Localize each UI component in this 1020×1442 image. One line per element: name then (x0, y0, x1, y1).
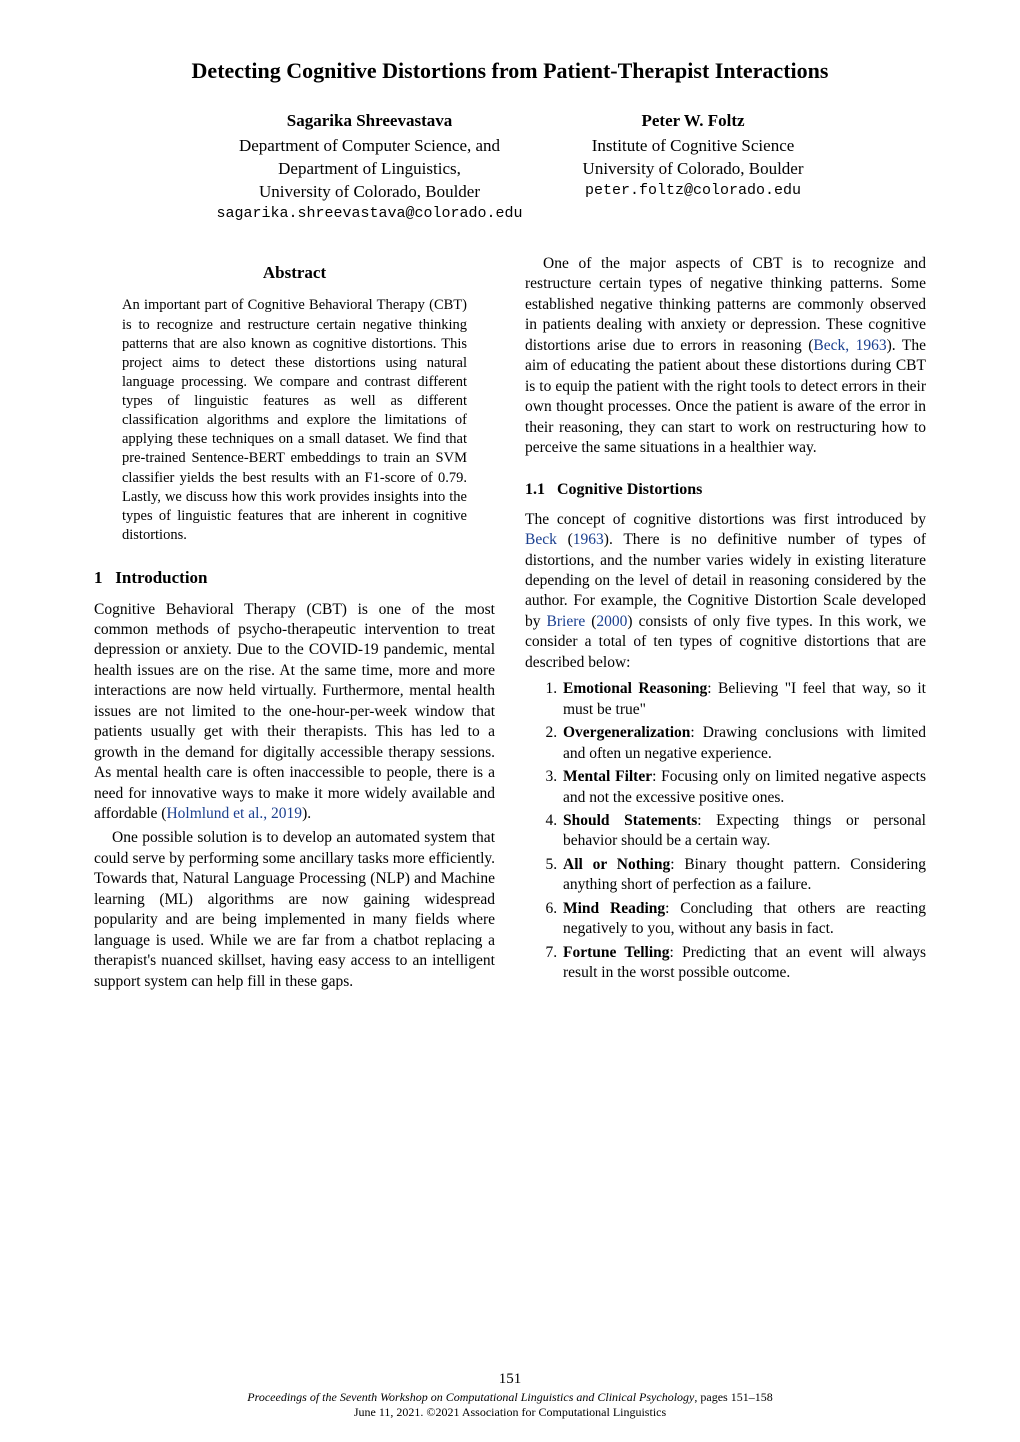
distortion-item: Fortune Telling: Predicting that an even… (561, 943, 926, 984)
section-title: Introduction (115, 568, 207, 587)
distortion-item: Overgeneralization: Drawing conclusions … (561, 723, 926, 764)
distortion-label: Fortune Telling (563, 944, 670, 961)
distortion-label: Should Statements (563, 812, 697, 829)
author-name: Peter W. Foltz (583, 110, 804, 133)
author-affil-line: Department of Computer Science, and (216, 135, 522, 158)
distortion-item: Mind Reading: Concluding that others are… (561, 899, 926, 940)
page-number: 151 (0, 1371, 1020, 1388)
author-name: Sagarika Shreevastava (216, 110, 522, 133)
author-affil-line: Institute of Cognitive Science (583, 135, 804, 158)
author-block-container: Sagarika Shreevastava Department of Comp… (94, 110, 926, 224)
citation-link[interactable]: Beck (525, 531, 557, 548)
footer-date-copyright: June 11, 2021. ©2021 Association for Com… (354, 1405, 666, 1419)
author-email: sagarika.shreevastava@colorado.edu (216, 204, 522, 224)
two-column-body: Abstract An important part of Cognitive … (94, 254, 926, 996)
citation-year-link[interactable]: 2000 (596, 613, 627, 630)
author-email: peter.foltz@colorado.edu (583, 181, 804, 201)
distortion-label: All or Nothing (563, 856, 670, 873)
distortions-list: Emotional Reasoning: Believing "I feel t… (561, 679, 926, 983)
distortion-item: Mental Filter: Focusing only on limited … (561, 767, 926, 808)
para-text: ). (302, 805, 311, 822)
distortion-item: Should Statements: Expecting things or p… (561, 811, 926, 852)
author-block-1: Sagarika Shreevastava Department of Comp… (216, 110, 522, 224)
subsection-title: Cognitive Distortions (557, 481, 702, 498)
intro-para-1: Cognitive Behavioral Therapy (CBT) is on… (94, 600, 495, 825)
para-text: The concept of cognitive distortions was… (525, 511, 926, 528)
author-affil-line: Department of Linguistics, (216, 158, 522, 181)
right-column: One of the major aspects of CBT is to re… (525, 254, 926, 996)
distortion-label: Overgeneralization (563, 724, 690, 741)
footer-pages: , pages 151–158 (694, 1390, 772, 1404)
intro-para-2: One possible solution is to develop an a… (94, 828, 495, 992)
citation-link[interactable]: Holmlund et al., 2019 (166, 805, 302, 822)
cbt-para: One of the major aspects of CBT is to re… (525, 254, 926, 459)
proceedings-footer: Proceedings of the Seventh Workshop on C… (0, 1390, 1020, 1420)
distortion-label: Mind Reading (563, 900, 665, 917)
section-number: 1 (94, 568, 103, 587)
distortion-item: All or Nothing: Binary thought pattern. … (561, 855, 926, 896)
section-heading-introduction: 1 Introduction (94, 567, 495, 589)
abstract-heading: Abstract (94, 262, 495, 284)
citation-year-link[interactable]: 1963 (573, 531, 604, 548)
distortion-item: Emotional Reasoning: Believing "I feel t… (561, 679, 926, 720)
distortion-label: Emotional Reasoning (563, 680, 707, 697)
author-affil-line: University of Colorado, Boulder (216, 181, 522, 204)
author-block-2: Peter W. Foltz Institute of Cognitive Sc… (583, 110, 804, 224)
para-text: ( (557, 531, 573, 548)
para-text: Cognitive Behavioral Therapy (CBT) is on… (94, 601, 495, 823)
distortions-intro-para: The concept of cognitive distortions was… (525, 510, 926, 674)
subsection-heading-cognitive-distortions: 1.1 Cognitive Distortions (525, 479, 926, 500)
distortion-label: Mental Filter (563, 768, 652, 785)
citation-link[interactable]: Beck, 1963 (813, 337, 886, 354)
citation-link[interactable]: Briere (547, 613, 586, 630)
paper-title: Detecting Cognitive Distortions from Pat… (94, 58, 926, 84)
para-text: ( (585, 613, 596, 630)
abstract-body: An important part of Cognitive Behaviora… (122, 296, 467, 545)
footer-proceedings-title: Proceedings of the Seventh Workshop on C… (247, 1390, 694, 1404)
left-column: Abstract An important part of Cognitive … (94, 254, 495, 996)
author-affil-line: University of Colorado, Boulder (583, 158, 804, 181)
para-text: ). The aim of educating the patient abou… (525, 337, 926, 456)
subsection-number: 1.1 (525, 481, 545, 498)
